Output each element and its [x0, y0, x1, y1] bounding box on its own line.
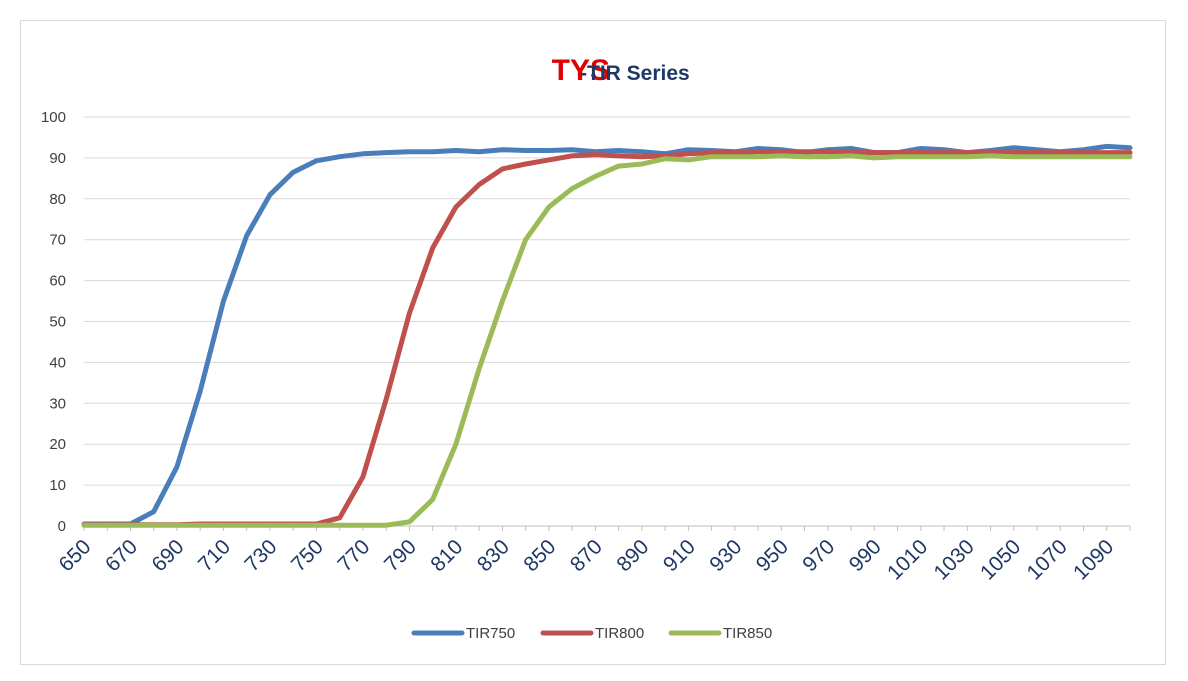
x-tick-label: 1090	[1069, 535, 1118, 584]
x-tick-label: 850	[519, 535, 560, 576]
chart-subtitle: -TIR Series	[580, 62, 690, 85]
x-tick-label: 690	[147, 535, 188, 576]
series-line-tir750	[81, 143, 1133, 527]
x-tick-label: 770	[333, 535, 374, 576]
x-tick-label: 1030	[930, 535, 979, 584]
x-tick-label: 750	[287, 535, 328, 576]
y-tick-label: 30	[49, 395, 66, 412]
x-tick-label: 670	[101, 535, 142, 576]
x-tick-label: 970	[798, 535, 839, 576]
y-tick-label: 60	[49, 273, 66, 290]
y-tick-label: 10	[49, 477, 66, 494]
y-tick-label: 100	[41, 109, 66, 126]
series-line-tir800	[81, 149, 1133, 528]
chart-title-sub: -TIR Series	[580, 62, 690, 85]
x-tick-label: 990	[845, 535, 886, 576]
x-tick-label: 790	[380, 535, 421, 576]
x-tick-label: 910	[659, 535, 700, 576]
x-tick-label: 1010	[883, 535, 932, 584]
legend: TIR750 TIR800 TIR850	[411, 625, 772, 642]
y-tick-label: 40	[49, 354, 66, 371]
y-tick-label: 90	[49, 150, 66, 167]
y-tick-label: 20	[49, 436, 66, 453]
chart-title-main: TYS	[552, 54, 610, 87]
x-tick-label: 810	[426, 535, 467, 576]
x-tick-label: 830	[473, 535, 514, 576]
x-tick-label: 950	[752, 535, 793, 576]
y-tick-label: 80	[49, 191, 66, 208]
x-tick-label: 1070	[1023, 535, 1072, 584]
series-layer	[81, 143, 1133, 528]
x-tick-label: 890	[612, 535, 653, 576]
x-tick-label: 650	[54, 535, 95, 576]
y-tick-label: 70	[49, 232, 66, 249]
series-line-tir850	[81, 153, 1133, 528]
legend-label: TIR750	[466, 625, 515, 642]
chart-title: TYS	[552, 54, 610, 87]
x-tick-label: 930	[705, 535, 746, 576]
gridlines	[84, 116, 1130, 486]
y-tick-label: 50	[49, 314, 66, 331]
y-axis: 0 10 20 30 40 50 60 70 80 90 100	[41, 109, 66, 535]
legend-label: TIR850	[723, 625, 772, 642]
x-tick-label: 710	[194, 535, 235, 576]
x-tick-label: 730	[240, 535, 281, 576]
y-tick-label: 0	[58, 518, 66, 535]
x-axis: 650 670 690 710 730 750 770 790 810 830 850 870 890 9…	[54, 525, 1131, 585]
legend-label: TIR800	[595, 625, 644, 642]
x-tick-label: 1050	[976, 535, 1025, 584]
x-tick-label: 870	[566, 535, 607, 576]
